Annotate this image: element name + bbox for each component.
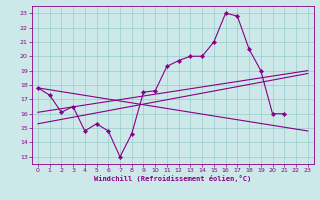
X-axis label: Windchill (Refroidissement éolien,°C): Windchill (Refroidissement éolien,°C) (94, 175, 252, 182)
